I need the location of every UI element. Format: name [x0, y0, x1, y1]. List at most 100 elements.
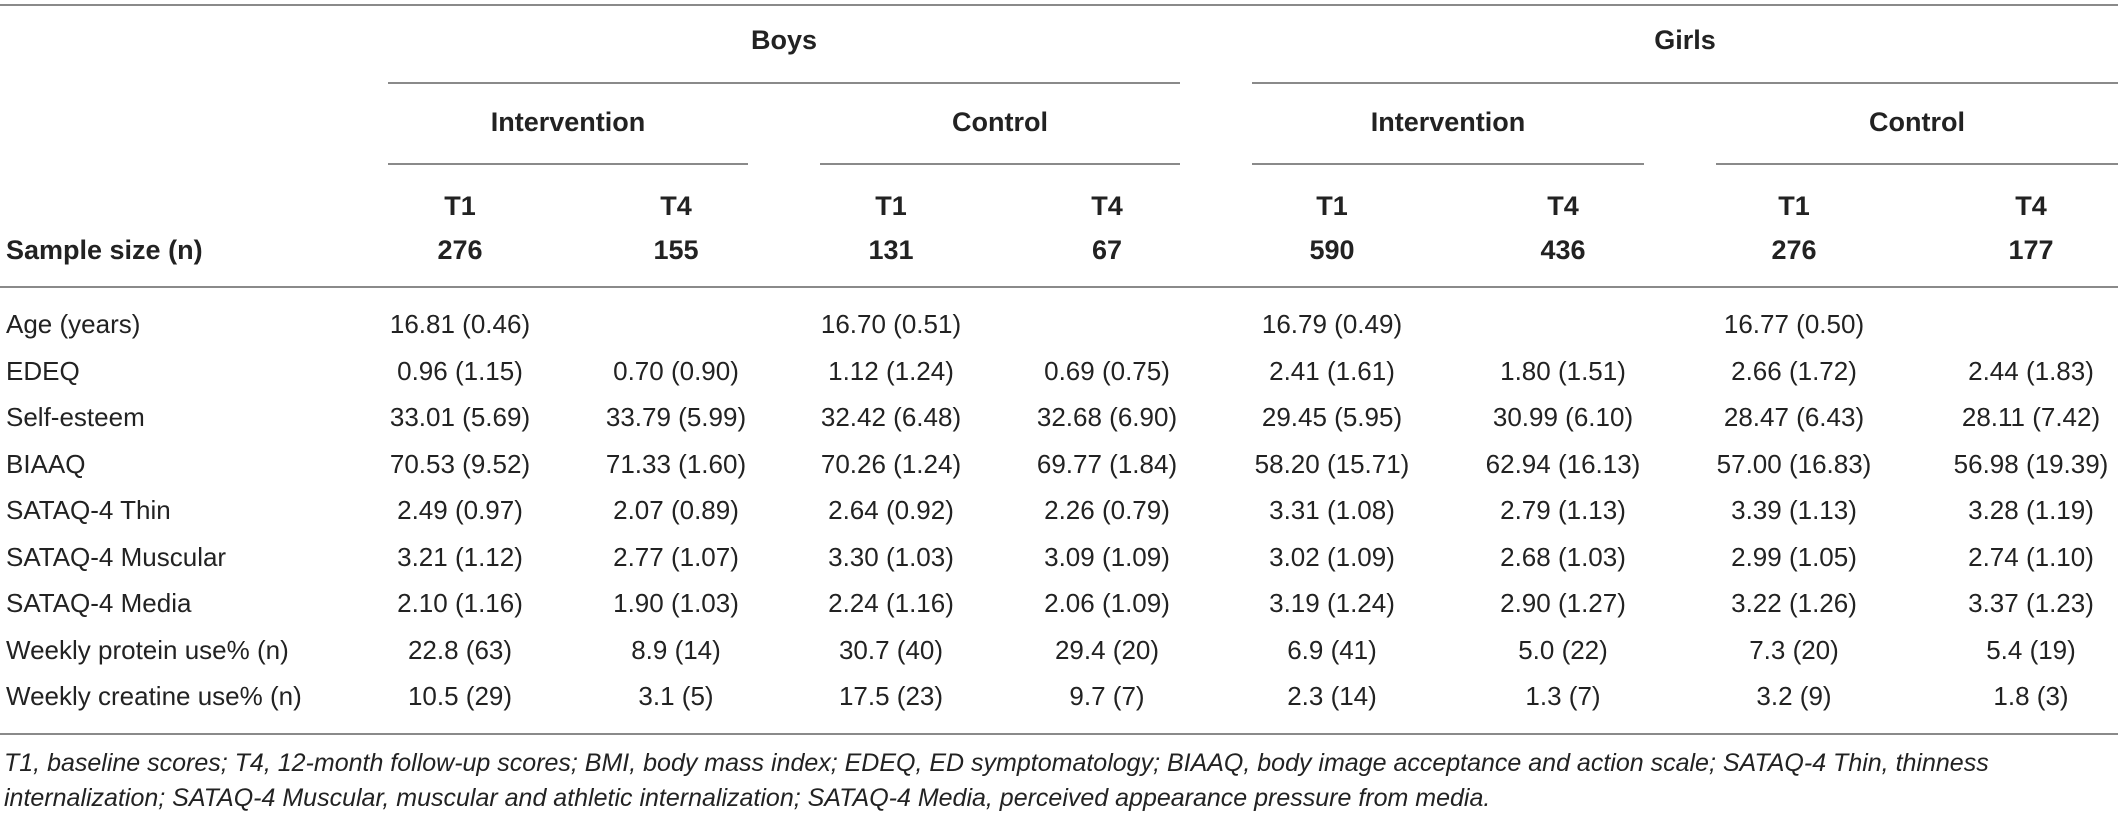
table-cell: 17.5 (23) [838, 681, 944, 711]
table-cell: 3.19 (1.24) [1269, 588, 1395, 618]
subgroup-header-boys-intervention: Intervention [490, 107, 646, 137]
table-cell: 16.77 (0.50) [1723, 309, 1865, 339]
table-cell: 2.49 (0.97) [397, 495, 523, 525]
table-cell: 1.80 (1.51) [1500, 356, 1626, 386]
table-cell: 16.79 (0.49) [1261, 309, 1403, 339]
table-cell: 16.81 (0.46) [389, 309, 531, 339]
table-cell: 3.30 (1.03) [828, 542, 954, 572]
timepoint-header: T4 [1547, 191, 1579, 221]
table-cell: 71.33 (1.60) [605, 449, 747, 479]
timepoint-header: T1 [1316, 191, 1348, 221]
table-cell: 2.99 (1.05) [1731, 542, 1857, 572]
table-cell: 28.47 (6.43) [1723, 402, 1865, 432]
table-cell: 69.77 (1.84) [1036, 449, 1178, 479]
row-label: BIAAQ [6, 449, 86, 479]
table-cell: 9.7 (7) [1069, 681, 1145, 711]
table-cell: 1.12 (1.24) [828, 356, 954, 386]
sample-size-label: Sample size (n) [6, 235, 203, 265]
timepoint-header: T4 [1091, 191, 1123, 221]
table-cell: 8.9 (14) [631, 635, 721, 665]
group-header-girls: Girls [1654, 25, 1716, 55]
boys-underline [388, 82, 1180, 84]
table-cell: 70.26 (1.24) [820, 449, 962, 479]
boys-control-underline [820, 163, 1180, 165]
table-cell: 2.07 (0.89) [613, 495, 739, 525]
table-cell: 30.99 (6.10) [1492, 402, 1634, 432]
table-cell: 2.66 (1.72) [1731, 356, 1857, 386]
table-cell: 3.2 (9) [1756, 681, 1832, 711]
table-cell: 33.01 (5.69) [389, 402, 531, 432]
table-cell: 32.68 (6.90) [1036, 402, 1178, 432]
row-label: SATAQ-4 Thin [6, 495, 171, 525]
timepoint-header: T1 [444, 191, 476, 221]
sample-size-value: 67 [1091, 235, 1123, 265]
sample-size-value: 436 [1540, 235, 1586, 265]
row-label: SATAQ-4 Media [6, 588, 192, 618]
table-cell: 0.69 (0.75) [1044, 356, 1170, 386]
table-cell: 0.96 (1.15) [397, 356, 523, 386]
table-cell: 1.90 (1.03) [613, 588, 739, 618]
table-cell: 32.42 (6.48) [820, 402, 962, 432]
table-cell: 3.09 (1.09) [1044, 542, 1170, 572]
table-cell: 2.41 (1.61) [1269, 356, 1395, 386]
table-cell: 29.4 (20) [1054, 635, 1160, 665]
table-cell: 3.1 (5) [638, 681, 714, 711]
girls-intervention-underline [1252, 163, 1644, 165]
table-cell: 3.31 (1.08) [1269, 495, 1395, 525]
table-cell: 3.02 (1.09) [1269, 542, 1395, 572]
table-cell: 2.64 (0.92) [828, 495, 954, 525]
table-cell: 28.11 (7.42) [1961, 402, 2101, 432]
group-header-boys: Boys [750, 25, 818, 55]
table-cell: 2.77 (1.07) [613, 542, 739, 572]
table-cell: 3.21 (1.12) [397, 542, 523, 572]
table-cell: 2.26 (0.79) [1044, 495, 1170, 525]
table-cell: 33.79 (5.99) [605, 402, 747, 432]
table-cell: 22.8 (63) [407, 635, 513, 665]
table-cell: 62.94 (16.13) [1485, 449, 1641, 479]
row-label: Age (years) [6, 309, 141, 339]
table-cell: 2.44 (1.83) [1968, 356, 2094, 386]
table-cell: 30.7 (40) [838, 635, 944, 665]
table-cell: 29.45 (5.95) [1261, 402, 1403, 432]
table-cell: 3.39 (1.13) [1731, 495, 1857, 525]
table-cell: 2.79 (1.13) [1500, 495, 1626, 525]
timepoint-header: T1 [875, 191, 907, 221]
row-label: Weekly protein use% (n) [6, 635, 289, 665]
sample-size-value: 155 [653, 235, 699, 265]
sample-size-value: 177 [2008, 235, 2054, 265]
subgroup-header-girls-intervention: Intervention [1370, 107, 1526, 137]
row-label: EDEQ [6, 356, 80, 386]
table-cell: 6.9 (41) [1287, 635, 1377, 665]
top-rule [0, 4, 2118, 6]
girls-underline [1252, 82, 2118, 84]
table-caption: T1, baseline scores; T4, 12-month follow… [4, 749, 1989, 812]
table-cell: 16.70 (0.51) [820, 309, 962, 339]
table-cell: 3.28 (1.19) [1968, 495, 2094, 525]
table-cell: 2.10 (1.16) [397, 588, 523, 618]
table-cell: 2.74 (1.10) [1968, 542, 2094, 572]
table-bottom-rule [0, 733, 2118, 735]
table-cell: 1.3 (7) [1525, 681, 1601, 711]
table-cell: 2.90 (1.27) [1500, 588, 1626, 618]
sample-size-value: 276 [1771, 235, 1817, 265]
table-cell: 70.53 (9.52) [389, 449, 531, 479]
table-cell: 5.0 (22) [1518, 635, 1608, 665]
table-cell: 2.24 (1.16) [828, 588, 954, 618]
header-bottom-rule [0, 286, 2118, 288]
table-cell: 56.98 (19.39) [1953, 449, 2109, 479]
subgroup-header-girls-control: Control [1869, 107, 1965, 137]
row-label: Self-esteem [6, 402, 145, 432]
row-label: SATAQ-4 Muscular [6, 542, 227, 572]
timepoint-header: T4 [2015, 191, 2047, 221]
table-cell: 2.3 (14) [1287, 681, 1377, 711]
table-cell: 0.70 (0.90) [613, 356, 739, 386]
boys-intervention-underline [388, 163, 748, 165]
table-cell: 3.37 (1.23) [1968, 588, 2094, 618]
table-cell: 2.06 (1.09) [1044, 588, 1170, 618]
table-cell: 58.20 (15.71) [1254, 449, 1410, 479]
table-cell: 1.8 (3) [1993, 681, 2069, 711]
girls-control-underline [1716, 163, 2118, 165]
row-label: Weekly creatine use% (n) [6, 681, 302, 711]
table-cell: 57.00 (16.83) [1716, 449, 1872, 479]
table-cell: 10.5 (29) [407, 681, 513, 711]
